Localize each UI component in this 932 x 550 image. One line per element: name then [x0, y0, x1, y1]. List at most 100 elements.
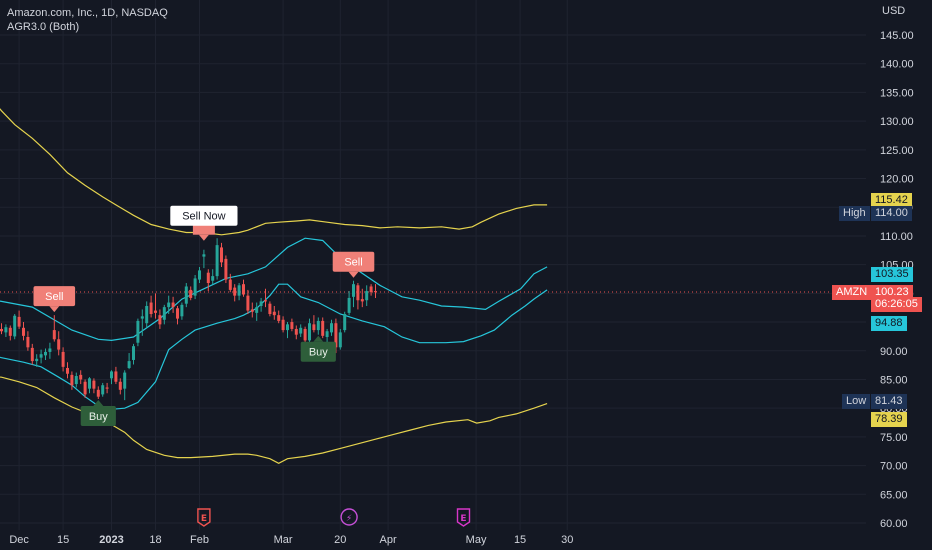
grid	[0, 0, 866, 530]
earnings-future-icon[interactable]: E	[456, 508, 471, 527]
candle	[123, 370, 127, 401]
high-label: High	[839, 206, 870, 221]
candle	[259, 297, 263, 312]
inner-lower-band	[0, 283, 548, 410]
candle	[149, 295, 153, 318]
candle	[4, 324, 8, 337]
candle	[162, 304, 166, 325]
candle	[250, 302, 254, 318]
y-tick-label: 60.00	[880, 518, 908, 530]
split-icon[interactable]: ⚡	[340, 508, 358, 526]
y-tick-label: 65.00	[880, 489, 908, 501]
x-tick-label: 18	[149, 534, 161, 546]
candle	[44, 348, 47, 360]
candle	[61, 347, 65, 372]
candle	[202, 249, 206, 269]
candle	[369, 284, 373, 296]
svg-text:Buy: Buy	[89, 411, 108, 423]
candle	[286, 322, 289, 339]
y-tick-label: 70.00	[880, 461, 908, 473]
candle	[66, 362, 69, 379]
x-tick-label: 15	[514, 534, 526, 546]
candle	[347, 291, 351, 316]
x-tick-label: 30	[561, 534, 573, 546]
y-tick-label: 140.00	[880, 59, 914, 71]
candle	[57, 331, 61, 356]
y-tick-label: 85.00	[880, 374, 908, 386]
x-tick-label: 15	[57, 534, 69, 546]
candle	[343, 311, 347, 333]
y-tick-label: 110.00	[880, 231, 913, 243]
inner-upper-band	[0, 237, 548, 342]
candle	[228, 273, 232, 293]
x-tick-label: Mar	[274, 534, 293, 546]
outer-upper-band	[0, 108, 548, 236]
signal-sell_now: Sell Now	[170, 205, 238, 241]
indicator-title[interactable]: AGR3.0 (Both)	[7, 21, 80, 33]
candle	[281, 316, 285, 333]
signal-sell: Sell	[332, 251, 375, 278]
outer-lower-band	[0, 376, 548, 464]
candle	[356, 283, 360, 310]
candle	[158, 309, 162, 329]
candle	[316, 317, 320, 335]
candle	[118, 378, 122, 395]
y-tick-label: 130.00	[880, 116, 914, 128]
svg-text:Sell: Sell	[45, 291, 63, 303]
candle	[92, 378, 96, 394]
y-tick-label: 135.00	[880, 87, 914, 99]
candle	[74, 372, 78, 388]
outer-lower-price-label: 78.39	[871, 412, 907, 427]
svg-text:Sell Now: Sell Now	[182, 211, 225, 223]
candle	[114, 366, 118, 385]
candle	[39, 349, 43, 364]
svg-text:E: E	[201, 514, 207, 524]
x-tick-label: 2023	[99, 534, 123, 546]
candle	[184, 283, 188, 308]
candle	[180, 302, 184, 320]
candle	[308, 318, 311, 347]
candle	[215, 238, 219, 280]
low-value-label: 81.43	[871, 394, 907, 409]
x-axis: Dec 15 2023 18 Feb Mar 20 Apr May 15 30	[9, 534, 573, 546]
candle	[79, 370, 83, 385]
candle	[83, 379, 87, 398]
x-tick-label: Feb	[190, 534, 209, 546]
signals: Sell Buy Sell Now Buy Sell	[33, 205, 375, 426]
earnings-icon[interactable]: E	[197, 508, 211, 527]
signal-buy: Buy	[300, 335, 336, 362]
candle	[277, 310, 281, 324]
x-tick-label: May	[466, 534, 487, 546]
candle	[360, 288, 364, 308]
candle	[255, 302, 259, 321]
candle	[13, 314, 17, 340]
candle	[312, 315, 316, 333]
candle	[237, 283, 241, 301]
countdown-label: 06:26:05	[871, 297, 922, 312]
candle	[374, 284, 377, 298]
candle	[8, 325, 12, 341]
svg-text:Buy: Buy	[309, 347, 328, 359]
candle	[30, 343, 34, 365]
x-tick-label: 20	[334, 534, 346, 546]
candle	[242, 279, 245, 297]
candle	[338, 328, 342, 350]
x-tick-label: Apr	[380, 534, 397, 546]
candle	[303, 326, 307, 343]
candle	[171, 296, 175, 313]
signal-sell: Sell	[33, 286, 76, 313]
candle	[193, 274, 197, 300]
candle	[224, 255, 228, 284]
candle	[145, 301, 149, 328]
x-tick-label: Dec	[9, 534, 29, 546]
svg-text:Sell: Sell	[344, 257, 362, 269]
high-value-label: 114.00	[871, 206, 912, 221]
candle	[352, 280, 355, 308]
low-label: Low	[842, 394, 871, 409]
candle	[365, 285, 369, 306]
y-tick-label: 75.00	[880, 432, 908, 444]
candle	[264, 288, 267, 308]
candle	[101, 382, 105, 397]
candle	[189, 286, 193, 301]
